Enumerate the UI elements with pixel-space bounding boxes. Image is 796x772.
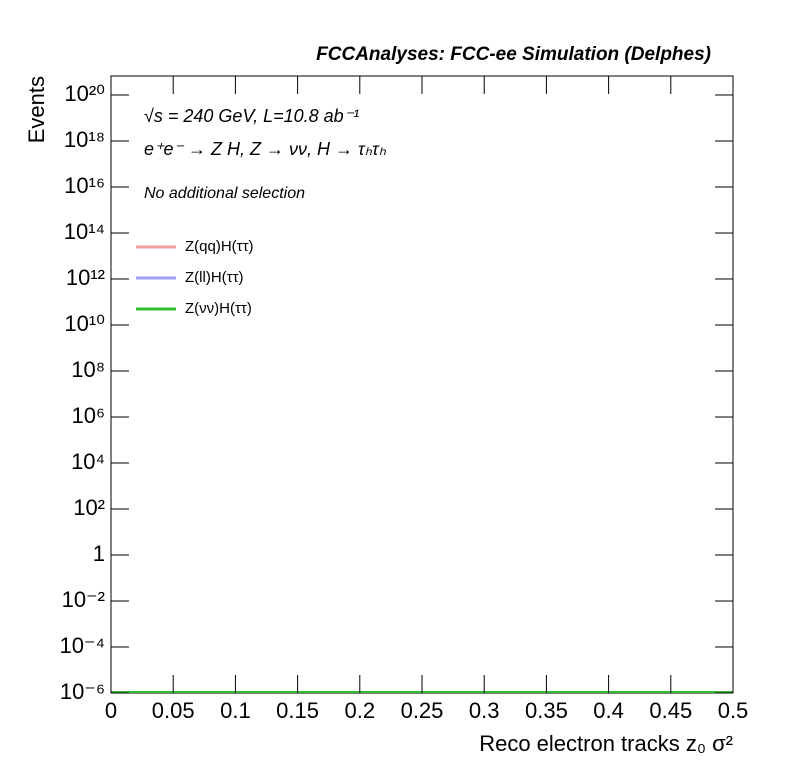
x-tick-label: 0.5 xyxy=(718,698,749,723)
x-tick-label: 0.4 xyxy=(593,698,624,723)
y-tick-label: 10¹⁴ xyxy=(64,219,105,244)
chart-title: FCCAnalyses: FCC-ee Simulation (Delphes) xyxy=(316,44,711,65)
x-tick-label: 0.15 xyxy=(276,698,319,723)
y-tick-label: 10¹⁰ xyxy=(64,311,105,336)
legend-label: Z(ll)H(ττ) xyxy=(185,269,244,286)
y-tick-label: 1 xyxy=(93,541,105,566)
x-tick-label: 0.45 xyxy=(649,698,692,723)
x-tick-label: 0 xyxy=(105,698,117,723)
y-axis-label: Events xyxy=(24,76,49,143)
x-tick-label: 0.35 xyxy=(525,698,568,723)
x-tick-label: 0.3 xyxy=(469,698,500,723)
y-tick-label: 10⁸ xyxy=(71,357,105,382)
y-tick-label: 10⁶ xyxy=(71,403,105,428)
y-tick-label: 10¹² xyxy=(66,265,105,290)
x-tick-label: 0.2 xyxy=(345,698,376,723)
y-tick-label: 10¹⁶ xyxy=(64,173,105,198)
annotation: No additional selection xyxy=(144,185,305,202)
y-tick-label: 10⁻⁴ xyxy=(59,633,105,658)
y-tick-label: 10² xyxy=(73,495,105,520)
legend-label: Z(νν)H(ττ) xyxy=(185,300,252,317)
y-tick-label: 10⁻⁶ xyxy=(60,679,105,704)
annotation: e⁺e⁻ → Z H, Z → νν, H → τₕτₕ xyxy=(144,139,387,159)
y-tick-label: 10¹⁸ xyxy=(64,127,105,152)
legend-label: Z(qq)H(ττ) xyxy=(185,238,254,255)
annotation: √s = 240 GeV, L=10.8 ab⁻¹ xyxy=(144,106,359,126)
x-tick-label: 0.25 xyxy=(401,698,444,723)
x-tick-label: 0.1 xyxy=(220,698,251,723)
plot-frame xyxy=(110,75,734,694)
x-axis-label: Reco electron tracks z₀ σ² xyxy=(479,731,733,756)
y-tick-label: 10²⁰ xyxy=(64,81,105,106)
y-tick-label: 10⁻² xyxy=(62,587,105,612)
y-tick-label: 10⁴ xyxy=(71,449,105,474)
x-tick-label: 0.05 xyxy=(152,698,195,723)
